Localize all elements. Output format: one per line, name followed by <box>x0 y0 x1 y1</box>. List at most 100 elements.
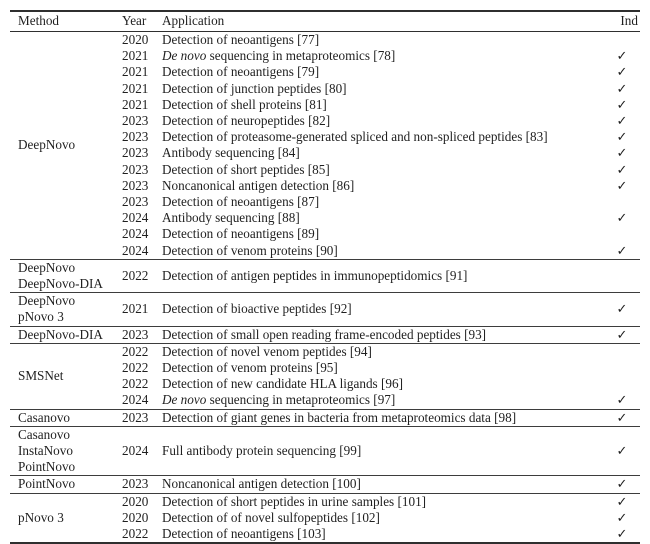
application-cell: Noncanonical antigen detection [100] <box>162 475 604 494</box>
ind-cell: ✓ <box>616 129 628 145</box>
ind-cell <box>604 376 640 392</box>
method-cell: DeepNovo pNovo 3 <box>10 292 122 327</box>
year-cell: 2024 <box>122 392 149 408</box>
application-cell: Detection of bioactive peptides [92] <box>162 292 604 327</box>
table-row: 2023 Detection of neuropeptides [82] ✓ <box>10 113 640 129</box>
method-line: DeepNovo-DIA <box>18 326 103 342</box>
table-row: 2021 Detection of neoantigens [79] ✓ <box>10 64 640 80</box>
application-cell: Detection of junction peptides [80] <box>162 80 347 96</box>
ind-cell: ✓ <box>604 325 640 344</box>
application-cell: Detection of neoantigens [103] <box>162 526 326 542</box>
header-row: Method Year Application Ind <box>10 11 640 32</box>
application-cell: Detection of short peptides [85] <box>162 161 330 177</box>
year-cell: 2023 <box>122 325 162 344</box>
year-cell: 2024 <box>122 210 149 226</box>
header-ind: Ind <box>604 11 640 32</box>
application-cell: Detection of neuropeptides [82] <box>162 113 331 129</box>
method-line: PointNovo <box>18 459 76 475</box>
table-row: 2022 Detection of new candidate HLA ligan… <box>10 376 640 392</box>
table-header: Method Year Application Ind <box>10 11 640 32</box>
year-cell: 2023 <box>122 408 162 427</box>
table-body: DeepNovo 2020 Detection of neoantigens [77… <box>10 32 640 544</box>
year-cell: 2021 <box>122 64 149 80</box>
method-line: pNovo 3 <box>18 309 64 325</box>
italic-term: De novo <box>162 48 207 64</box>
method-line: DeepNovo-DIA <box>18 276 103 292</box>
year-cell: 2023 <box>122 475 162 494</box>
method-cell: pNovo 3 <box>10 492 122 544</box>
table-row: pNovo 3 2020 Detection of short peptides i… <box>10 492 640 544</box>
method-cell: DeepNovo <box>10 32 122 260</box>
table-row: 2021 Detection of junction peptides [80] ✓ <box>10 81 640 97</box>
ind-cell: ✓ <box>616 48 628 64</box>
table-row: SMSNet 2022 Detection of novel venom pepti… <box>10 342 640 410</box>
application-cell: Detection of novel venom peptides [94] <box>162 342 604 361</box>
table-row: DeepNovo 2020 Detection of neoantigens [77… <box>10 32 640 152</box>
table-row: DeepNovo-DIA 2023 Detection of small open … <box>10 325 640 344</box>
year-cell: 2022 <box>122 342 162 361</box>
table-row: 2024 Detection of neoantigens [89] <box>10 226 640 242</box>
method-line: Casanovo <box>18 409 71 425</box>
ind-cell: ✓ <box>616 113 628 129</box>
application-cell: Detection of venom proteins [90] <box>162 242 338 258</box>
method-cell: SMSNet <box>10 342 122 410</box>
table-row: 2020 Detection of of novel sulfopeptides … <box>10 510 640 526</box>
year-cell: 2024 <box>122 226 149 242</box>
table-row: Casanovo InstaNovo PointNovo 2024 Full antib… <box>10 425 640 476</box>
header-method: Method <box>10 11 122 32</box>
year-cell: 2024 <box>122 425 162 476</box>
year-cell: 2023 <box>122 145 149 161</box>
applications-table: Method Year Application Ind DeepNovo 2020… <box>10 10 640 544</box>
year-cell: 2021 <box>122 48 149 64</box>
table-row: 2023 Detection of proteasome-generated sp… <box>10 129 640 145</box>
application-cell: Antibody sequencing [88] <box>162 210 300 226</box>
year-cell: 2023 <box>122 177 149 193</box>
application-cell: Detection of neoantigens [77] <box>162 32 320 47</box>
year-cell: 2022 <box>122 526 149 542</box>
ind-cell <box>604 194 640 210</box>
year-cell: 2023 <box>122 129 149 145</box>
method-line: InstaNovo <box>18 443 73 459</box>
ind-cell: ✓ <box>604 492 640 510</box>
ind-cell: ✓ <box>616 242 628 258</box>
application-cell: Detection of new candidate HLA ligands [… <box>162 376 403 392</box>
application-cell: Detection of neoantigens [89] <box>162 226 320 242</box>
method-line: DeepNovo <box>18 259 76 275</box>
year-cell: 2024 <box>122 242 149 258</box>
application-cell: Detection of shell proteins [81] <box>162 96 327 112</box>
method-cell: DeepNovo-DIA <box>10 325 122 344</box>
method-line: pNovo 3 <box>18 509 64 525</box>
application-cell: Detection of neoantigens [79] <box>162 64 320 80</box>
year-cell: 2020 <box>122 32 149 47</box>
table-row: 2022 Detection of venom proteins [95] <box>10 360 640 376</box>
year-cell: 2020 <box>122 509 149 525</box>
ind-cell <box>604 226 640 242</box>
table-row: DeepNovo pNovo 3 2021 Detection of bioactiv… <box>10 292 640 327</box>
year-cell: 2023 <box>122 194 149 210</box>
ind-cell: ✓ <box>616 177 628 193</box>
method-cell: DeepNovo DeepNovo-DIA <box>10 258 122 293</box>
ind-cell <box>604 258 640 293</box>
method-line: DeepNovo <box>18 293 76 309</box>
year-cell: 2021 <box>122 292 162 327</box>
ind-cell: ✓ <box>616 145 628 161</box>
application-cell: Detection of neoantigens [87] <box>162 194 320 210</box>
ind-cell: ✓ <box>616 80 628 96</box>
table-row: 2024 Antibody sequencing [88] ✓ <box>10 210 640 226</box>
method-line: DeepNovo <box>18 137 76 153</box>
method-line: PointNovo <box>18 476 76 492</box>
year-cell: 2022 <box>122 376 149 392</box>
ind-cell <box>604 32 640 49</box>
table-row: 2023 Detection of short peptides [85] ✓ <box>10 162 640 178</box>
ind-cell: ✓ <box>616 96 628 112</box>
application-cell: De novo sequencing in metaproteomics [97… <box>162 392 396 408</box>
year-cell: 2023 <box>122 161 149 177</box>
ind-cell <box>604 360 640 376</box>
table-row: 2024 De novo sequencing in metaproteomics… <box>10 392 640 409</box>
italic-term: De novo <box>162 392 207 408</box>
header-year: Year <box>122 11 162 32</box>
application-cell: Full antibody protein sequencing [99] <box>162 425 604 476</box>
method-line: Casanovo <box>18 426 71 442</box>
table-row: Casanovo 2023 Detection of giant genes in … <box>10 408 640 427</box>
